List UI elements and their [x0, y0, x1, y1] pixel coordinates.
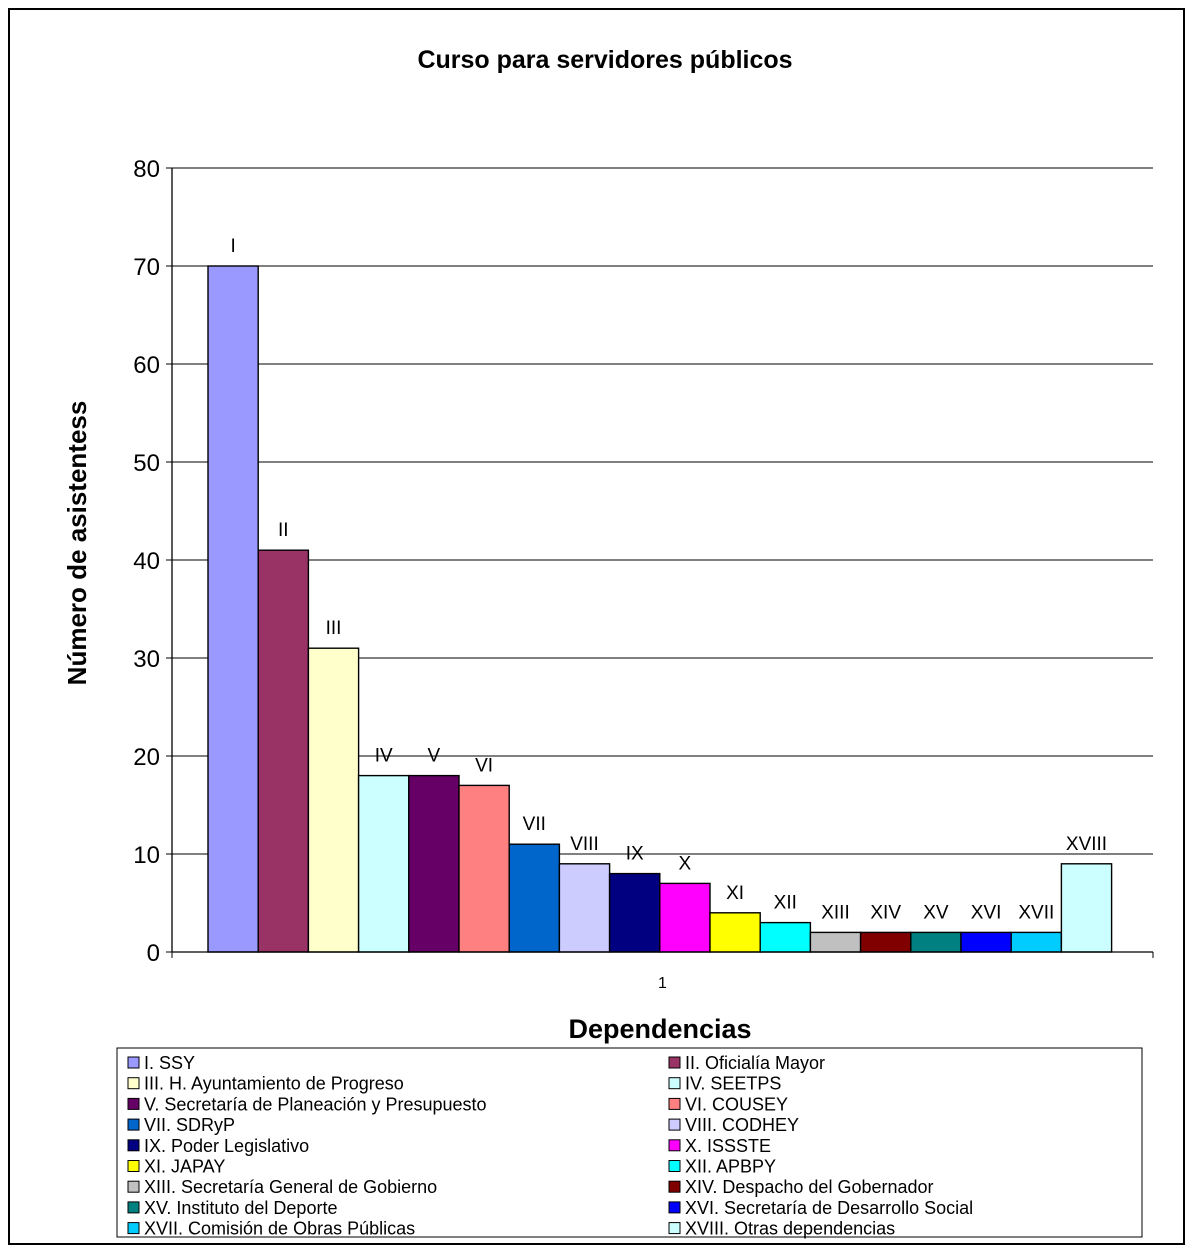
legend-swatch [127, 1180, 140, 1193]
bar [659, 882, 711, 953]
legend-swatch [127, 1222, 140, 1235]
legend-entry: XI. JAPAY [144, 1157, 225, 1177]
bar [207, 265, 259, 953]
y-tick-label: 30 [133, 646, 160, 673]
bar [357, 774, 410, 953]
legend-swatch [668, 1077, 681, 1090]
legend-swatch [127, 1056, 140, 1069]
data-label: VII [523, 814, 546, 835]
legend-swatch [127, 1139, 140, 1152]
legend-swatch [668, 1118, 681, 1131]
legend-swatch [668, 1160, 681, 1172]
data-label: XVIII [1066, 834, 1107, 855]
bar [709, 912, 761, 953]
data-label: II [278, 520, 289, 541]
legend-entry: I. SSY [144, 1053, 195, 1073]
bars [207, 265, 1113, 953]
x-tick-label: 1 [658, 975, 667, 992]
data-label: XIV [870, 902, 901, 923]
bar [1060, 863, 1113, 953]
bar [257, 549, 310, 953]
y-tick-label: 50 [133, 450, 160, 477]
y-tick-label: 0 [147, 940, 160, 967]
legend-swatch [127, 1201, 140, 1214]
y-tick-label: 70 [133, 254, 160, 281]
data-label: I [230, 236, 235, 257]
legend-swatch [668, 1180, 681, 1193]
legend-entry: XII. APBPY [685, 1157, 776, 1177]
bar [759, 921, 812, 953]
data-label: V [428, 746, 441, 767]
legend-entry: XVI. Secretaría de Desarrollo Social [685, 1198, 973, 1218]
legend-swatch [127, 1118, 140, 1131]
legend: I. SSY II. Oficialía Mayor III. H. Ayuntam… [116, 1047, 1143, 1239]
y-tick-label: 10 [133, 842, 160, 869]
y-axis-label: Número de asistentess [62, 401, 92, 686]
legend-entry: XVII. Comisión de Obras Públicas [144, 1219, 415, 1239]
legend-swatch [668, 1056, 681, 1069]
data-label: XVI [971, 902, 1002, 923]
data-label: III [326, 618, 342, 639]
bar [910, 931, 962, 953]
y-tick-label: 20 [133, 744, 160, 771]
axes [171, 168, 1154, 958]
y-tick-label: 60 [133, 352, 160, 379]
data-label: XI [726, 883, 744, 904]
legend-swatch [668, 1139, 681, 1152]
bar [608, 872, 661, 953]
data-label: XV [923, 902, 949, 923]
data-label: IX [626, 844, 644, 865]
legend-swatch [127, 1160, 140, 1172]
legend-entry: XIV. Despacho del Gobernador [685, 1177, 934, 1197]
legend-entry: VII. SDRyP [144, 1115, 235, 1135]
legend-entry: XV. Instituto del Deporte [144, 1198, 337, 1218]
bar [458, 784, 510, 953]
legend-entry: III. H. Ayuntamiento de Progreso [144, 1074, 404, 1094]
bar [809, 931, 862, 953]
legend-swatch [127, 1097, 140, 1110]
legend-entry: X. ISSSTE [685, 1136, 771, 1156]
data-label: XVII [1018, 902, 1054, 923]
legend-entry: VI. COUSEY [685, 1094, 788, 1114]
bar [859, 931, 912, 953]
legend-box [116, 1047, 1143, 1238]
x-axis-label: Dependencias [568, 1014, 751, 1044]
data-label: X [679, 853, 692, 874]
legend-entry: IV. SEETPS [685, 1074, 781, 1094]
bar [508, 843, 561, 953]
data-label: VIII [570, 834, 599, 855]
y-tick-label: 80 [133, 156, 160, 183]
legend-swatch [127, 1077, 140, 1090]
bar [558, 863, 611, 953]
legend-entry: XVIII. Otras dependencias [685, 1219, 895, 1239]
y-tick-label: 40 [133, 548, 160, 575]
legend-swatch [668, 1222, 681, 1235]
legend-entry: II. Oficialía Mayor [685, 1053, 825, 1073]
x-axis-ticks: 1 [658, 975, 667, 992]
bar [408, 774, 460, 953]
chart-title: Curso para servidores públicos [417, 46, 792, 74]
legend-entry: V. Secretaría de Planeación y Presupuest… [144, 1094, 487, 1114]
y-axis-ticks: 0 10 20 30 40 50 60 70 80 [133, 156, 172, 967]
data-label: XII [774, 893, 797, 914]
chart-frame [8, 8, 1185, 1245]
legend-swatch [668, 1201, 681, 1214]
data-label: XIII [821, 902, 850, 923]
legend-entry: XIII. Secretaría General de Gobierno [144, 1177, 437, 1197]
bar [307, 647, 360, 953]
legend-entry: VIII. CODHEY [685, 1115, 799, 1135]
legend-entry: IX. Poder Legislativo [144, 1136, 309, 1156]
bar [1010, 931, 1063, 953]
data-label: VI [475, 755, 493, 776]
legend-swatch [668, 1097, 681, 1110]
bar [960, 931, 1012, 953]
data-label: IV [375, 746, 393, 767]
